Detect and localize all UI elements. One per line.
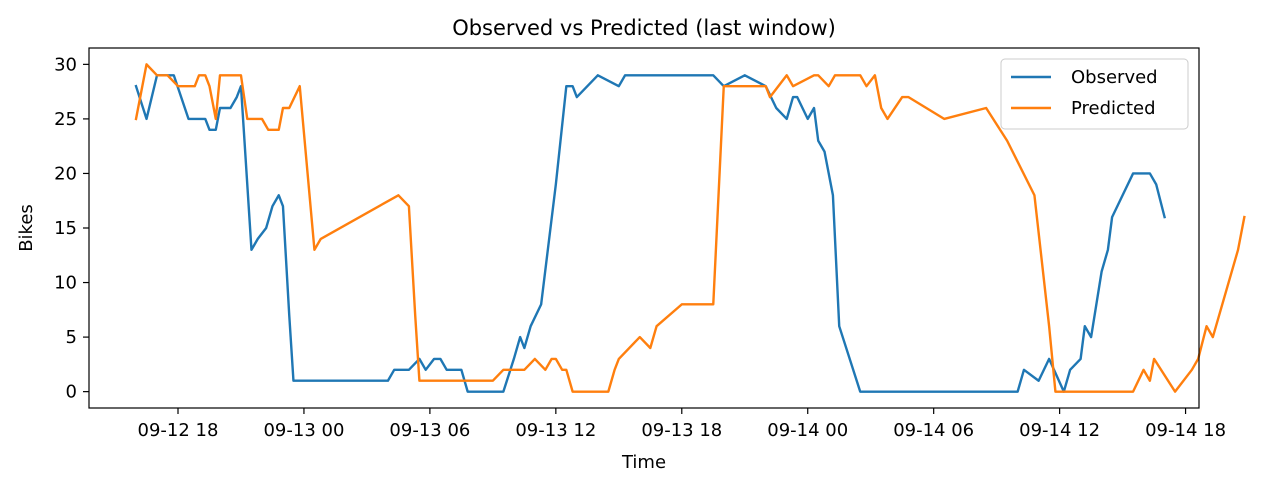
x-tick-label: 09-13 06 bbox=[389, 420, 470, 441]
x-tick-label: 09-12 18 bbox=[138, 420, 219, 441]
x-axis-label: Time bbox=[621, 452, 666, 473]
x-tick-label: 09-13 18 bbox=[641, 420, 722, 441]
x-tick-label: 09-14 12 bbox=[1019, 420, 1100, 441]
legend-label-observed: Observed bbox=[1071, 67, 1158, 88]
x-tick-label: 09-13 00 bbox=[263, 420, 344, 441]
x-tick-label: 09-14 00 bbox=[767, 420, 848, 441]
y-axis-label: Bikes bbox=[16, 204, 37, 252]
x-axis: 09-12 18 09-13 00 09-13 06 09-13 12 09-13 18… bbox=[138, 408, 1226, 441]
series-line-observed bbox=[134, 74, 1167, 393]
y-tick-label: 20 bbox=[54, 163, 77, 184]
y-tick-label: 0 bbox=[66, 382, 77, 403]
y-tick-label: 30 bbox=[54, 54, 77, 75]
y-axis: 0 5 10 15 20 25 30 bbox=[54, 54, 89, 403]
legend-label-predicted: Predicted bbox=[1071, 98, 1156, 119]
y-tick-label: 15 bbox=[54, 218, 77, 239]
legend: Observed Predicted bbox=[1000, 58, 1189, 130]
y-tick-label: 25 bbox=[54, 109, 77, 130]
x-tick-label: 09-13 12 bbox=[515, 420, 596, 441]
chart-title: Observed vs Predicted (last window) bbox=[452, 16, 836, 40]
x-tick-label: 09-14 18 bbox=[1145, 420, 1226, 441]
series-line-predicted bbox=[134, 63, 1246, 393]
y-tick-label: 5 bbox=[66, 327, 77, 348]
y-tick-label: 10 bbox=[54, 273, 77, 294]
x-tick-label: 09-14 06 bbox=[893, 420, 974, 441]
